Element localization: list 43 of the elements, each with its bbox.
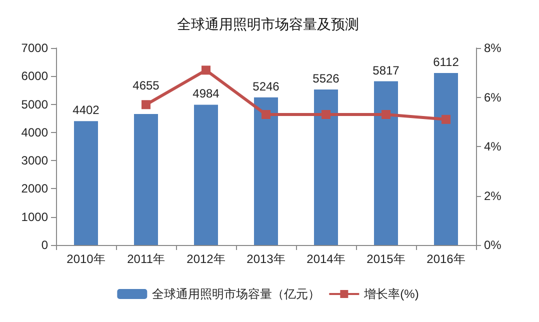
y-tick-label: 0 — [41, 238, 48, 252]
point — [142, 100, 150, 110]
x-tick-label: 2010年 — [66, 252, 106, 266]
data-label: 4402 — [72, 103, 100, 118]
point — [202, 66, 210, 75]
bar — [74, 121, 98, 245]
bar — [314, 89, 338, 245]
bar — [254, 97, 278, 245]
y-tick-label: 1000 — [21, 210, 48, 224]
legend-label: 增长率(%) — [363, 287, 419, 301]
data-label: 5817 — [372, 63, 400, 78]
x-tick-label: 2014年 — [306, 252, 346, 266]
y2-tick-label: 2% — [484, 188, 502, 203]
point — [382, 110, 390, 119]
data-label: 4984 — [192, 86, 220, 101]
y-tick-label: 3000 — [21, 154, 48, 168]
y2-tick-label: 6% — [484, 90, 502, 104]
data-label: 6112 — [433, 54, 460, 69]
x-tick-label: 2012年 — [186, 252, 226, 266]
chart-title: 全球通用照明市场容量及预测 — [177, 16, 359, 32]
x-tick-label: 2011年 — [127, 252, 165, 266]
y-tick-label: 4000 — [21, 125, 48, 140]
y-tick-label: 6000 — [21, 69, 48, 84]
bar — [134, 114, 158, 245]
y-tick-label: 5000 — [21, 97, 48, 112]
data-label: 5526 — [312, 71, 340, 86]
point — [442, 114, 450, 124]
y2-tick-label: 0% — [484, 238, 502, 252]
point — [262, 110, 270, 119]
bar — [374, 81, 398, 245]
y-tick-label: 7000 — [21, 41, 48, 55]
y2-tick-label: 4% — [484, 140, 502, 154]
data-label: 4655 — [132, 78, 160, 93]
data-label: 5246 — [252, 79, 280, 94]
bar — [434, 72, 458, 245]
x-tick-label: 2016年 — [426, 252, 466, 266]
point — [322, 110, 330, 119]
y2-tick-label: 8% — [484, 41, 502, 55]
bar — [194, 104, 218, 245]
x-tick-label: 2013年 — [246, 252, 286, 266]
x-tick-label: 2015年 — [366, 252, 406, 266]
y-tick-label: 2000 — [21, 182, 48, 196]
legend-label: 全球通用照明市场容量（亿元） — [152, 287, 320, 301]
